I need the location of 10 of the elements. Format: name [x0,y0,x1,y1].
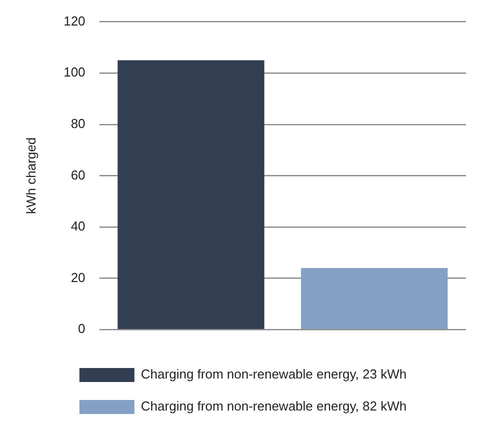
y-axis-title: kWh charged [23,137,38,214]
y-tick-label: 80 [70,116,86,131]
legend-label: Charging from non-renewable energy, 82 kWh [140,398,407,414]
y-tick-label: 60 [70,167,86,182]
y-tick-label: 20 [70,270,86,285]
y-tick-label: 120 [64,13,86,28]
y-tick-label: 100 [64,64,86,80]
y-tick-label: 40 [70,218,86,234]
legend-label: Charging from non-renewable energy, 23 kWh [140,366,407,382]
y-tick-label: 0 [78,321,86,336]
